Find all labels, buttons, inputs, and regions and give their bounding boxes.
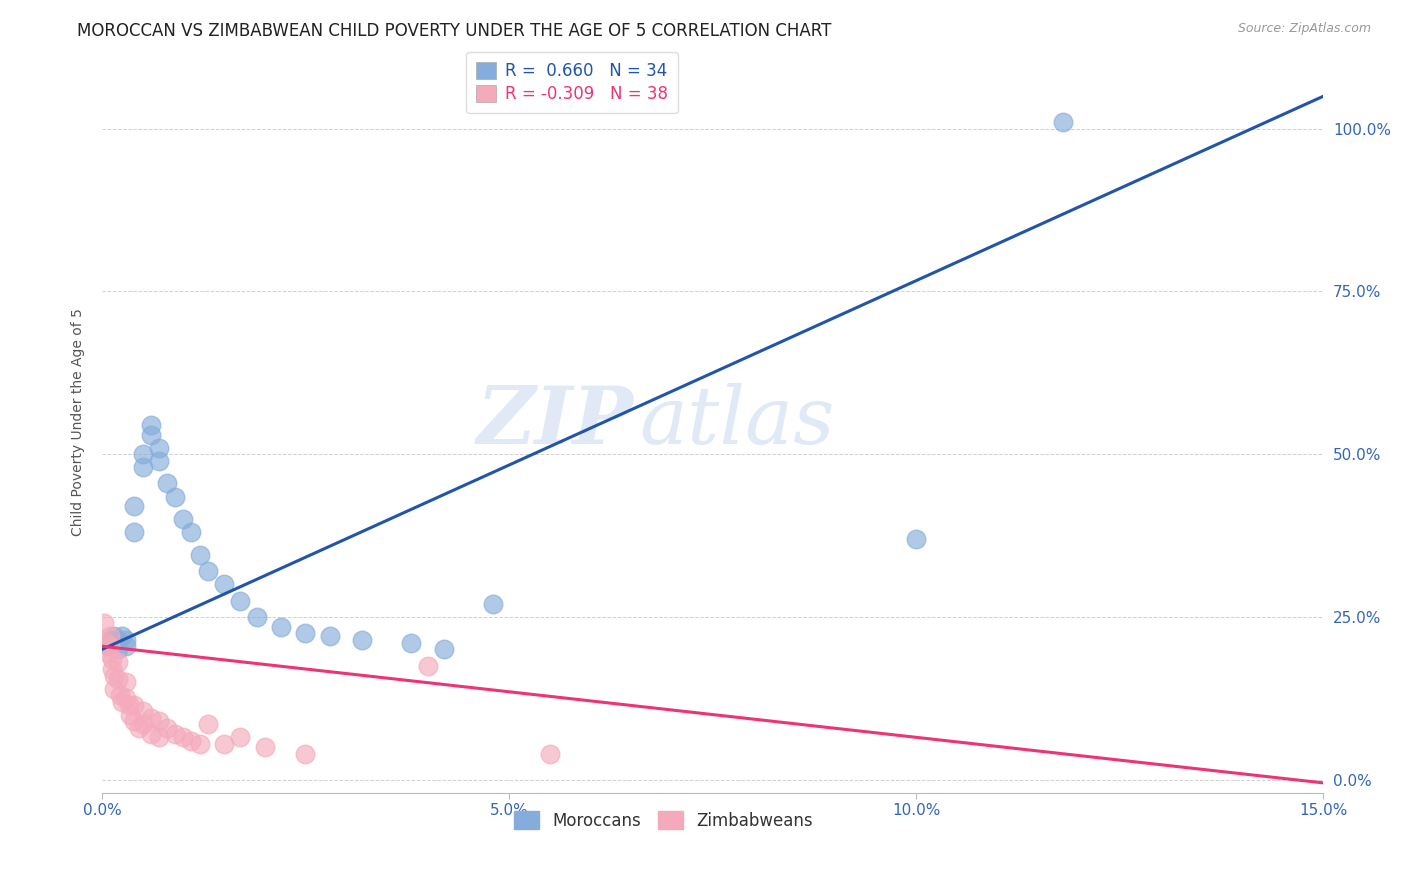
Point: [115, 632, 138, 647]
Text: ZIP: ZIP: [477, 383, 633, 460]
Point: [188, 737, 211, 751]
Point: [481, 597, 503, 611]
Point: [100, 652, 122, 666]
Point: [180, 525, 202, 540]
Point: [94, 636, 117, 650]
Point: [416, 658, 439, 673]
Point: [148, 731, 170, 745]
Point: [107, 672, 129, 686]
Point: [103, 630, 125, 644]
Point: [294, 747, 316, 761]
Point: [352, 632, 374, 647]
Point: [156, 476, 179, 491]
Point: [107, 642, 129, 657]
Point: [165, 727, 187, 741]
Legend: Moroccans, Zimbabweans: Moroccans, Zimbabweans: [508, 805, 820, 837]
Point: [124, 698, 146, 712]
Point: [124, 714, 146, 728]
Point: [124, 500, 146, 514]
Point: [197, 565, 219, 579]
Point: [905, 532, 928, 546]
Point: [165, 490, 187, 504]
Point: [156, 721, 179, 735]
Point: [401, 636, 423, 650]
Point: [148, 454, 170, 468]
Point: [212, 737, 235, 751]
Point: [1052, 115, 1074, 129]
Point: [139, 711, 162, 725]
Point: [172, 512, 194, 526]
Point: [118, 698, 141, 712]
Point: [103, 668, 125, 682]
Point: [172, 731, 194, 745]
Point: [108, 688, 131, 702]
Point: [128, 721, 150, 735]
Point: [97, 646, 120, 660]
Point: [433, 642, 456, 657]
Text: Source: ZipAtlas.com: Source: ZipAtlas.com: [1237, 22, 1371, 36]
Point: [131, 460, 153, 475]
Point: [107, 632, 129, 647]
Point: [131, 447, 153, 461]
Point: [107, 656, 129, 670]
Point: [139, 427, 162, 442]
Point: [139, 727, 162, 741]
Point: [115, 691, 138, 706]
Point: [93, 616, 115, 631]
Point: [98, 630, 121, 644]
Point: [139, 417, 162, 432]
Point: [148, 714, 170, 728]
Point: [131, 704, 153, 718]
Point: [101, 662, 124, 676]
Point: [111, 694, 134, 708]
Point: [246, 610, 269, 624]
Text: atlas: atlas: [640, 383, 835, 460]
Point: [115, 675, 138, 690]
Point: [229, 593, 252, 607]
Point: [180, 733, 202, 747]
Text: MOROCCAN VS ZIMBABWEAN CHILD POVERTY UNDER THE AGE OF 5 CORRELATION CHART: MOROCCAN VS ZIMBABWEAN CHILD POVERTY UND…: [77, 22, 832, 40]
Point: [115, 639, 138, 653]
Point: [98, 632, 121, 647]
Point: [111, 630, 134, 644]
Point: [98, 639, 121, 653]
Point: [103, 681, 125, 696]
Point: [148, 441, 170, 455]
Point: [229, 731, 252, 745]
Point: [270, 620, 292, 634]
Point: [197, 717, 219, 731]
Point: [120, 707, 142, 722]
Point: [188, 548, 211, 562]
Point: [294, 626, 316, 640]
Y-axis label: Child Poverty Under the Age of 5: Child Poverty Under the Age of 5: [72, 308, 86, 535]
Point: [124, 525, 146, 540]
Point: [212, 577, 235, 591]
Point: [538, 747, 561, 761]
Point: [253, 740, 276, 755]
Point: [131, 717, 153, 731]
Point: [97, 639, 120, 653]
Point: [319, 630, 342, 644]
